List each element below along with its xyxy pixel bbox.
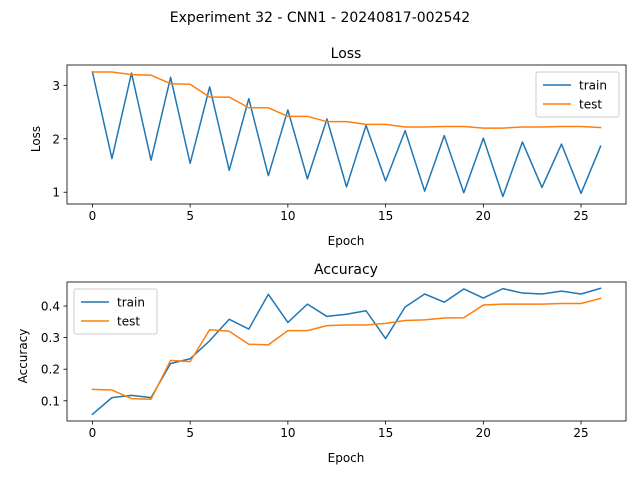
loss-axes-frame <box>66 64 627 205</box>
loss-title: Loss <box>331 46 362 62</box>
loss-ylabel: Loss <box>29 126 43 152</box>
accuracy-title: Accuracy <box>314 262 378 278</box>
loss-x-tick-label: 5 <box>186 209 194 223</box>
loss-legend-box <box>535 71 620 118</box>
loss-legend: train test <box>535 71 620 118</box>
accuracy-ylabel: Accuracy <box>16 329 30 384</box>
accuracy-axes-frame <box>66 281 627 422</box>
accuracy-legend-label-test: test <box>117 315 140 329</box>
accuracy-xlabel: Epoch <box>328 451 365 465</box>
loss-y-tick-label: 3 <box>52 79 60 93</box>
accuracy-legend-box <box>73 288 158 335</box>
loss-plot-area: 0 5 10 15 20 25 1 2 3 train test <box>52 64 627 223</box>
loss-series-train-line <box>91 71 602 198</box>
accuracy-x-tick-label: 5 <box>186 426 194 440</box>
loss-x-tick-label: 15 <box>378 209 393 223</box>
accuracy-y-tick-label: 0.4 <box>41 300 60 314</box>
accuracy-series-train-line <box>91 287 602 416</box>
loss-subplot: Loss Epoch Loss 0 5 10 15 20 25 1 2 3 train test <box>29 46 627 248</box>
loss-legend-label-test: test <box>579 98 602 112</box>
accuracy-x-tick-label: 10 <box>280 426 295 440</box>
accuracy-subplot: Accuracy Epoch Accuracy 0 5 10 15 20 25 0.1 0.2… <box>16 262 627 465</box>
loss-xlabel: Epoch <box>328 234 365 248</box>
loss-series-test-line <box>91 71 602 129</box>
accuracy-x-tick-label: 20 <box>476 426 491 440</box>
accuracy-plot-area: 0 5 10 15 20 25 0.1 0.2 0.3 0.4 train test <box>41 281 627 440</box>
accuracy-legend: train test <box>73 288 158 335</box>
loss-x-tick-label: 25 <box>573 209 588 223</box>
accuracy-x-tick-label: 15 <box>378 426 393 440</box>
accuracy-series-test-line <box>91 297 602 400</box>
accuracy-legend-label-train: train <box>117 296 145 310</box>
accuracy-y-tick-label: 0.2 <box>41 363 60 377</box>
loss-y-tick-label: 1 <box>52 186 60 200</box>
loss-x-tick-label: 0 <box>89 209 97 223</box>
loss-legend-label-train: train <box>579 79 607 93</box>
accuracy-y-tick-label: 0.3 <box>41 331 60 345</box>
figure-suptitle: Experiment 32 - CNN1 - 20240817-002542 <box>170 10 470 26</box>
loss-x-tick-label: 20 <box>476 209 491 223</box>
accuracy-x-tick-label: 25 <box>573 426 588 440</box>
accuracy-x-tick-label: 0 <box>89 426 97 440</box>
loss-y-tick-label: 2 <box>52 132 60 146</box>
accuracy-y-tick-label: 0.1 <box>41 394 60 408</box>
loss-x-tick-label: 10 <box>280 209 295 223</box>
